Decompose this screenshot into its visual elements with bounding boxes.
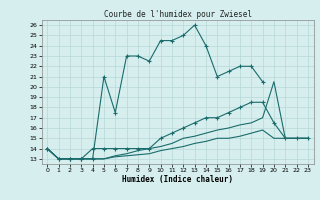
X-axis label: Humidex (Indice chaleur): Humidex (Indice chaleur) bbox=[122, 175, 233, 184]
Title: Courbe de l'humidex pour Zwiesel: Courbe de l'humidex pour Zwiesel bbox=[104, 10, 252, 19]
